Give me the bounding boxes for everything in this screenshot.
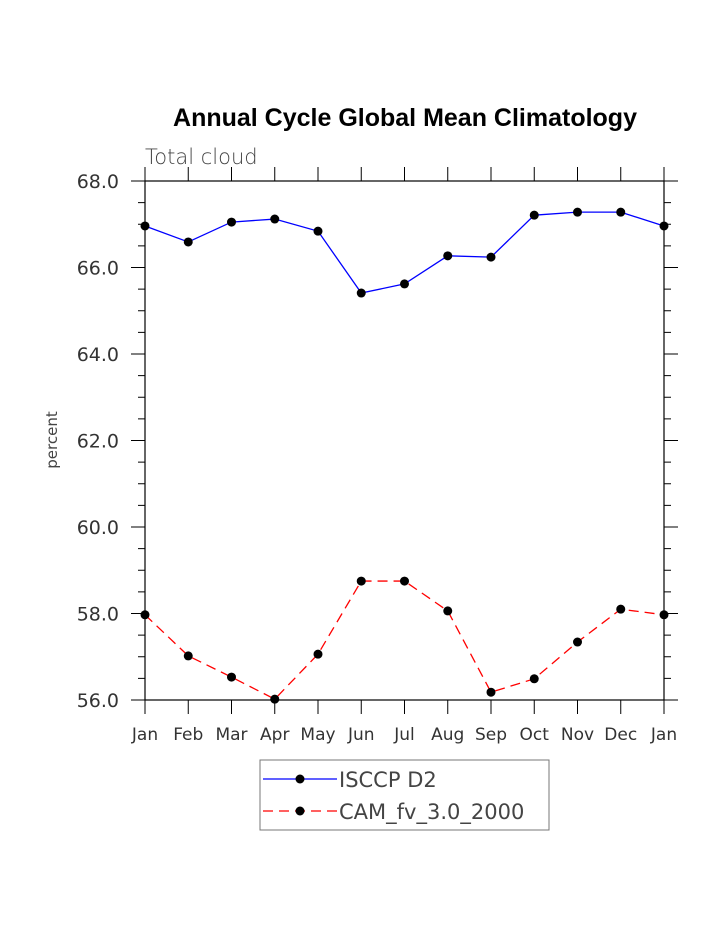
legend-marker-cam	[295, 806, 305, 816]
data-point	[270, 694, 280, 704]
chart-subtitle: Total cloud	[145, 145, 258, 169]
x-tick-label: Aug	[431, 725, 464, 745]
y-tick-label: 62.0	[77, 431, 119, 453]
data-point	[616, 604, 626, 614]
data-point	[659, 610, 669, 620]
data-point	[529, 210, 539, 220]
y-tick-label: 60.0	[77, 517, 119, 539]
series-group	[140, 207, 669, 704]
data-point	[227, 672, 236, 682]
data-point	[486, 687, 496, 697]
legend-label-isccp: ISCCP D2	[339, 768, 437, 792]
data-point	[443, 251, 453, 261]
y-tick-label: 58.0	[77, 604, 119, 626]
data-point	[183, 237, 193, 247]
data-point	[573, 207, 582, 217]
data-point	[356, 288, 366, 298]
y-axis-label: percent	[43, 411, 61, 469]
chart-title: Annual Cycle Global Mean Climatology	[173, 104, 637, 132]
data-point	[573, 637, 582, 647]
x-tick-label: Sep	[475, 725, 507, 745]
data-point	[140, 610, 150, 620]
x-tick-label: Apr	[260, 725, 289, 745]
data-point	[313, 649, 323, 659]
data-point	[400, 279, 409, 289]
x-tick-label: Jan	[650, 725, 677, 745]
data-point	[227, 217, 236, 227]
legend-marker-isccp	[295, 774, 305, 784]
legend-box	[259, 759, 550, 831]
plot-frame	[144, 180, 665, 701]
x-tick-label: Jan	[131, 725, 158, 745]
data-point	[270, 214, 280, 224]
legend: ISCCP D2 CAM_fv_3.0_2000	[259, 759, 550, 831]
x-tick-label: Feb	[173, 725, 203, 745]
x-tick-label: Oct	[520, 725, 550, 745]
y-tick-label: 68.0	[77, 171, 119, 193]
data-point	[443, 606, 453, 616]
x-tick-label: Nov	[561, 725, 594, 745]
data-point	[616, 207, 626, 217]
x-tick-label: Mar	[215, 725, 247, 745]
y-tick-label: 64.0	[77, 344, 119, 366]
data-point	[400, 576, 409, 586]
x-tick-label: Jun	[347, 725, 375, 745]
y-tick-label: 56.0	[77, 690, 119, 712]
y-tick-label: 66.0	[77, 258, 119, 280]
data-point	[356, 576, 366, 586]
data-point	[529, 674, 539, 684]
data-point	[140, 221, 150, 231]
x-tick-label: Dec	[604, 725, 637, 745]
data-point	[486, 252, 496, 262]
axes: Jan Feb Mar Apr May Jun Jul Aug Sep Oct Nov Dec Jan 5…	[77, 167, 678, 745]
series-line-1	[144, 580, 665, 700]
x-tick-label: Jul	[393, 725, 415, 745]
data-point	[183, 651, 193, 661]
x-tick-label: May	[300, 725, 335, 745]
legend-label-cam: CAM_fv_3.0_2000	[339, 800, 524, 825]
data-point	[313, 226, 323, 236]
data-point	[659, 221, 669, 231]
